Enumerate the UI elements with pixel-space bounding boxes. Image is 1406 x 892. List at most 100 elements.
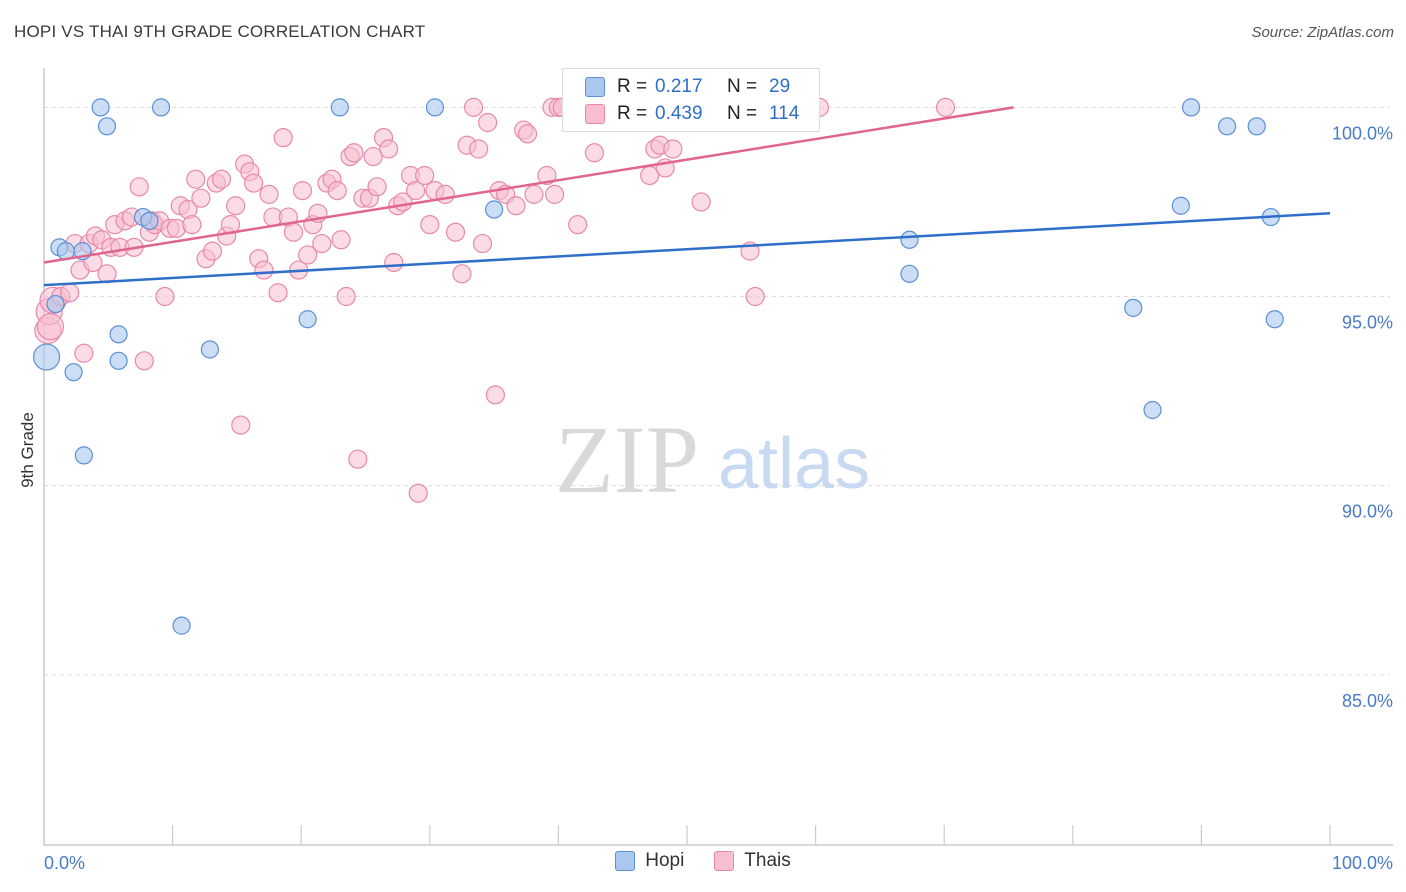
thais-point (478, 112, 498, 133)
x-tick-label-0: 0.0% (44, 853, 85, 873)
legend-label-hopi: Hopi (645, 850, 685, 871)
hopi-point (1182, 98, 1201, 117)
thais-point (336, 286, 356, 307)
thais-point (517, 124, 538, 144)
thais-point (469, 139, 489, 159)
hopi-point (900, 230, 919, 249)
legend-item-thais[interactable]: Thais (714, 850, 791, 872)
y-tick-label-2: 95.0% (1342, 313, 1393, 333)
hopi-point (97, 117, 117, 136)
thais-swatch (585, 104, 605, 124)
hopi-point (46, 294, 65, 314)
legend-label-thais: Thais (744, 850, 791, 871)
hopi-point (1265, 310, 1284, 329)
hopi-point (1143, 400, 1162, 420)
watermark-atlas: atlas (718, 424, 870, 504)
hopi-point (298, 310, 317, 329)
thais-point (691, 192, 711, 212)
y-axis-title: 9th Grade (18, 412, 37, 488)
thais-point (408, 483, 428, 503)
hopi-r-label: R = (617, 76, 648, 97)
thais-point (244, 173, 264, 193)
hopi-point (1247, 117, 1266, 136)
y-tick-label-3: 100.0% (1332, 123, 1393, 143)
hopi-point (1171, 196, 1190, 215)
thais-point (129, 177, 149, 197)
hopi-n-label: N = (727, 76, 758, 97)
hopi-n-value: 29 (769, 76, 791, 97)
hopi-point (1218, 117, 1237, 136)
thais-point (226, 196, 246, 216)
hopi-point (140, 211, 159, 230)
stats-legend-box: R = 0.217 N = 29 R = 0.439 N = 114 (562, 68, 820, 132)
legend-swatch-thais (714, 851, 735, 871)
thais-point (485, 385, 505, 405)
thais-point (584, 143, 605, 163)
thais-r-label: R = (617, 103, 648, 124)
thais-point (435, 184, 455, 204)
thais-point (231, 415, 251, 435)
thais-series (34, 97, 956, 503)
thais-point (367, 177, 387, 197)
hopi-point (109, 325, 128, 344)
thais-point (60, 283, 80, 303)
hopi-point (64, 363, 83, 382)
chart-legend: Hopi Thais (0, 850, 1406, 872)
thais-point (415, 165, 435, 186)
x-tick-label-1: 100.0% (1332, 853, 1393, 873)
thais-point (463, 97, 484, 117)
thais-point (524, 184, 544, 204)
hopi-r-value: 0.217 (655, 76, 703, 97)
chart-title: HOPI VS THAI 9TH GRADE CORRELATION CHART (14, 22, 426, 41)
thais-point (379, 139, 399, 159)
thais-point (268, 283, 288, 303)
legend-swatch-hopi (615, 851, 636, 871)
trend-lines (43, 106, 1331, 287)
hopi-point (74, 446, 93, 465)
thais-point (202, 241, 223, 261)
hopi-point (151, 98, 171, 117)
thais-point (344, 143, 364, 163)
thais-point (283, 222, 304, 242)
hopi-point (172, 616, 191, 635)
thais-point (420, 215, 440, 235)
thais-point (506, 196, 526, 216)
thais-point (472, 233, 493, 254)
thais-n-label: N = (727, 103, 758, 124)
thais-point (155, 286, 175, 307)
thais-point (348, 449, 368, 469)
legend-item-hopi[interactable]: Hopi (615, 850, 684, 872)
hopi-point (109, 351, 128, 370)
thais-point (745, 286, 765, 307)
thais-point (259, 184, 279, 204)
tick-labels: 85.0% 90.0% 95.0% 100.0% 0.0% 100.0% (44, 123, 1393, 873)
thais-point (254, 260, 274, 280)
hopi-swatch (585, 77, 605, 97)
thais-point (312, 233, 332, 254)
hopi-point (91, 98, 110, 117)
stats-row-thais: R = 0.439 N = 114 (585, 103, 841, 125)
thais-point (327, 181, 347, 201)
thais-point (36, 313, 65, 341)
thais-point (544, 184, 565, 204)
thais-point (134, 351, 154, 371)
hopi-point (32, 343, 61, 371)
thais-point (182, 215, 202, 235)
thais-n-value: 114 (769, 103, 800, 124)
hopi-point (1124, 298, 1143, 317)
hopi-point (200, 340, 219, 359)
thais-point (445, 222, 466, 242)
grid-lines (44, 106, 1390, 676)
thais-r-value: 0.439 (655, 103, 703, 124)
watermark-zip: ZIP (555, 406, 699, 513)
thais-point (363, 146, 383, 167)
y-tick-label-1: 90.0% (1342, 502, 1393, 522)
hopi-point (425, 98, 445, 117)
thais-point (74, 343, 94, 363)
thais-point (186, 169, 206, 189)
thais-point (663, 139, 683, 159)
hopi-point (900, 264, 919, 283)
thais-point (298, 245, 318, 265)
hopi-trend-line (43, 212, 1331, 287)
